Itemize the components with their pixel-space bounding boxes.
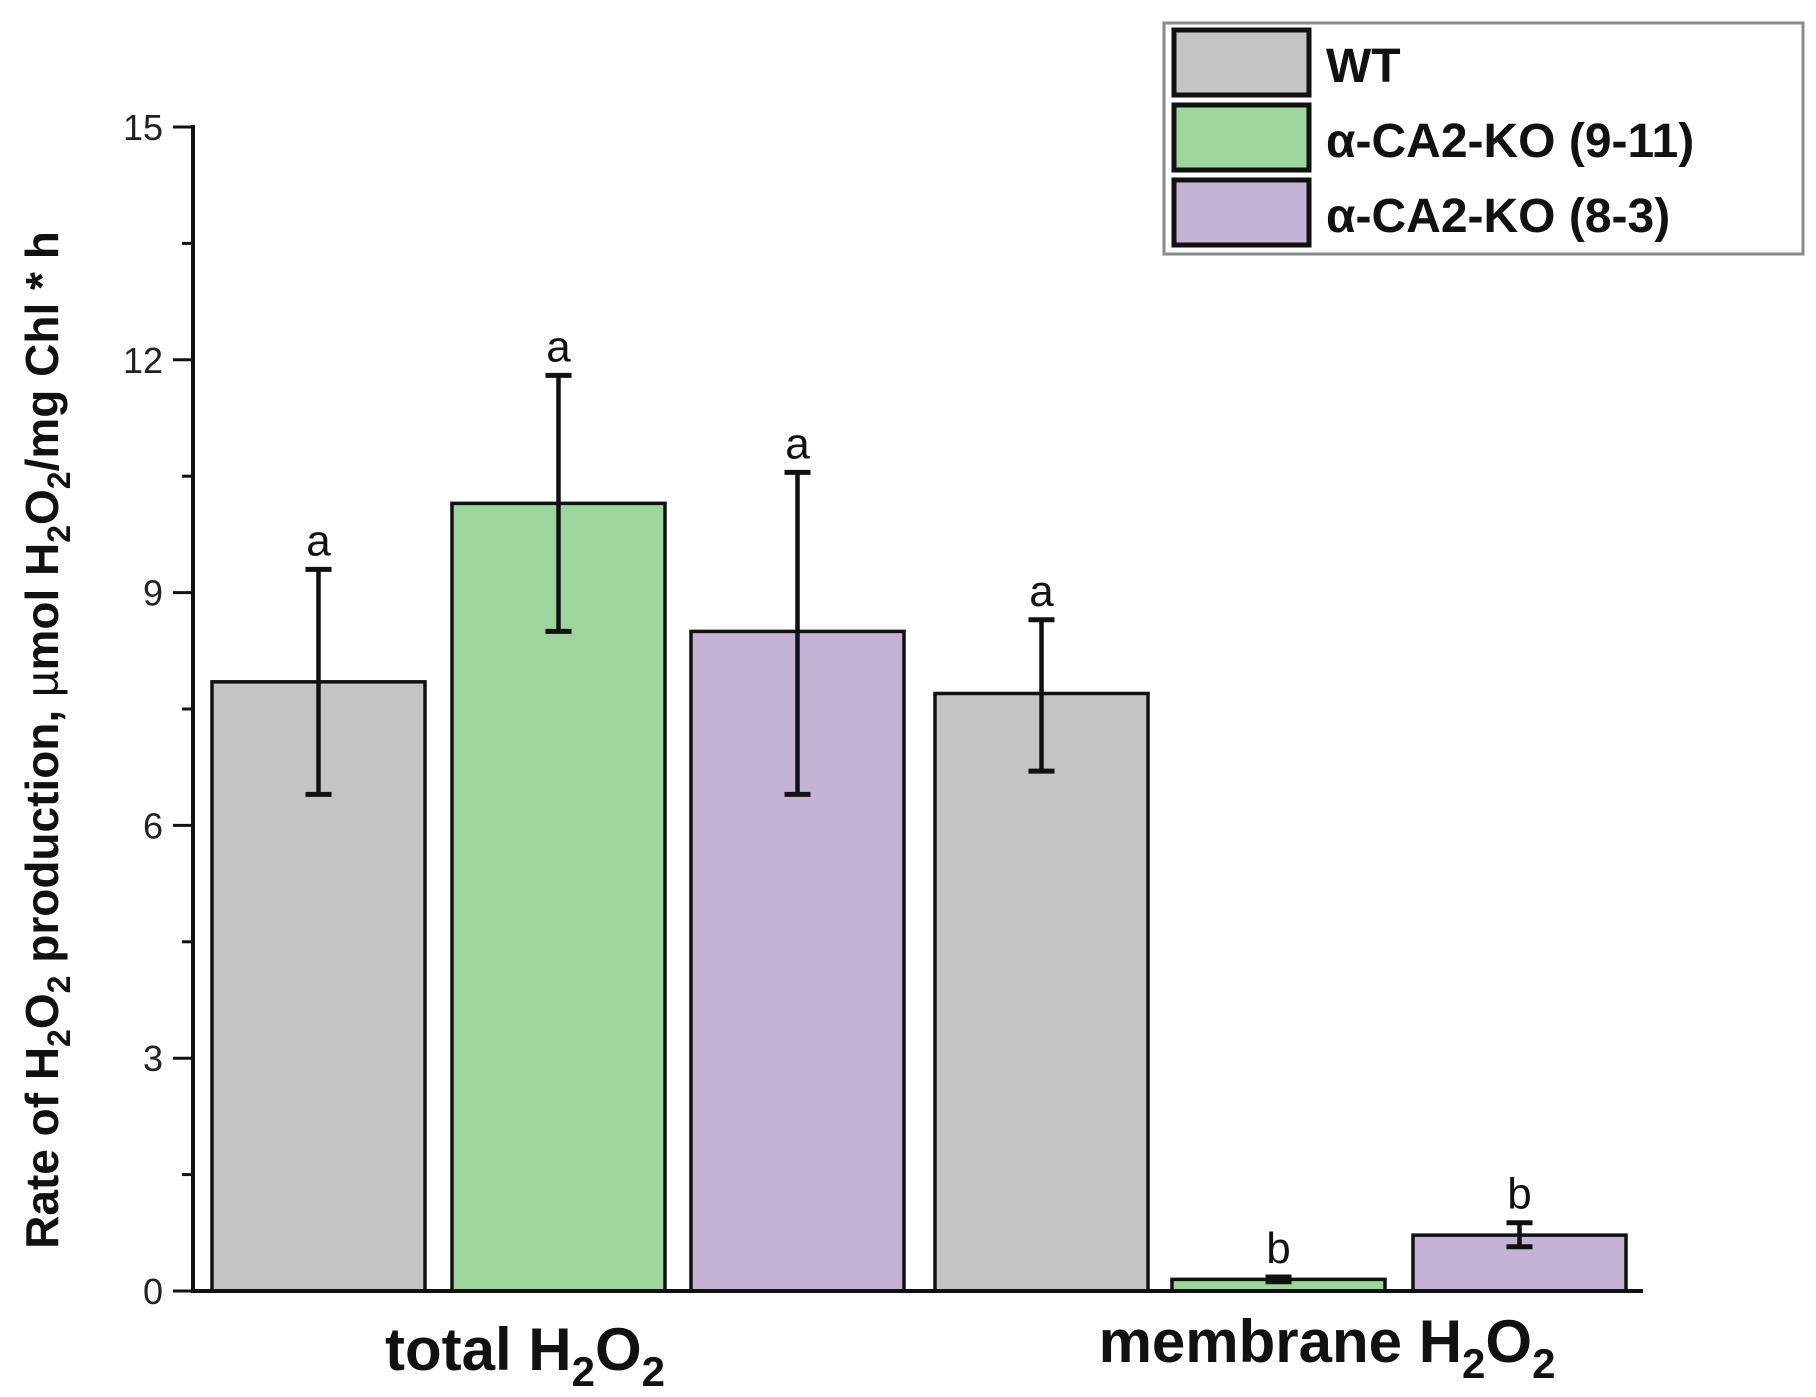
significance-letter: a xyxy=(785,419,810,468)
significance-letter: b xyxy=(1266,1224,1290,1273)
significance-letter: a xyxy=(1029,567,1054,616)
legend-swatch xyxy=(1171,27,1312,98)
significance-letter: a xyxy=(306,516,331,565)
y-axis: 0 3 6 9 12 15 xyxy=(123,107,195,1312)
legend-item-ko-8-3: α-CA2-KO (8-3) xyxy=(1171,177,1670,248)
bar-group: a xyxy=(689,419,906,1293)
bars: a a a a b b xyxy=(210,322,1628,1293)
legend-item-ko-9-11: α-CA2-KO (9-11) xyxy=(1171,102,1694,173)
legend-swatch xyxy=(1171,102,1312,173)
bar xyxy=(450,501,667,1293)
bar-group: b xyxy=(1411,1170,1628,1293)
bar xyxy=(933,691,1150,1293)
y-tick-label: 6 xyxy=(143,805,163,846)
legend-swatch xyxy=(1171,177,1312,248)
y-tick-label: 3 xyxy=(143,1038,163,1079)
legend: WT α-CA2-KO (9-11) α-CA2-KO (8-3) xyxy=(1162,21,1805,256)
significance-letter: a xyxy=(546,322,571,371)
x-category-label-total: total H2O2 xyxy=(385,1316,665,1395)
y-tick-label: 15 xyxy=(123,107,163,148)
bar-group: a xyxy=(933,567,1150,1293)
y-axis-label: Rate of H2O2 production, µmol H2O2/mg Ch… xyxy=(16,231,77,1249)
y-tick-label: 9 xyxy=(143,573,163,614)
significance-letter: b xyxy=(1507,1170,1531,1219)
bar-group: a xyxy=(450,322,667,1293)
legend-label: WT xyxy=(1326,40,1401,93)
legend-item-wt: WT xyxy=(1171,27,1401,98)
bar-group: b xyxy=(1170,1224,1387,1293)
bar-group: a xyxy=(210,516,427,1293)
x-category-label-membrane: membrane H2O2 xyxy=(1099,1308,1556,1387)
legend-label: α-CA2-KO (9-11) xyxy=(1326,115,1694,168)
legend-label: α-CA2-KO (8-3) xyxy=(1326,190,1670,243)
y-tick-label: 12 xyxy=(123,340,163,381)
y-tick-label: 0 xyxy=(143,1271,163,1312)
